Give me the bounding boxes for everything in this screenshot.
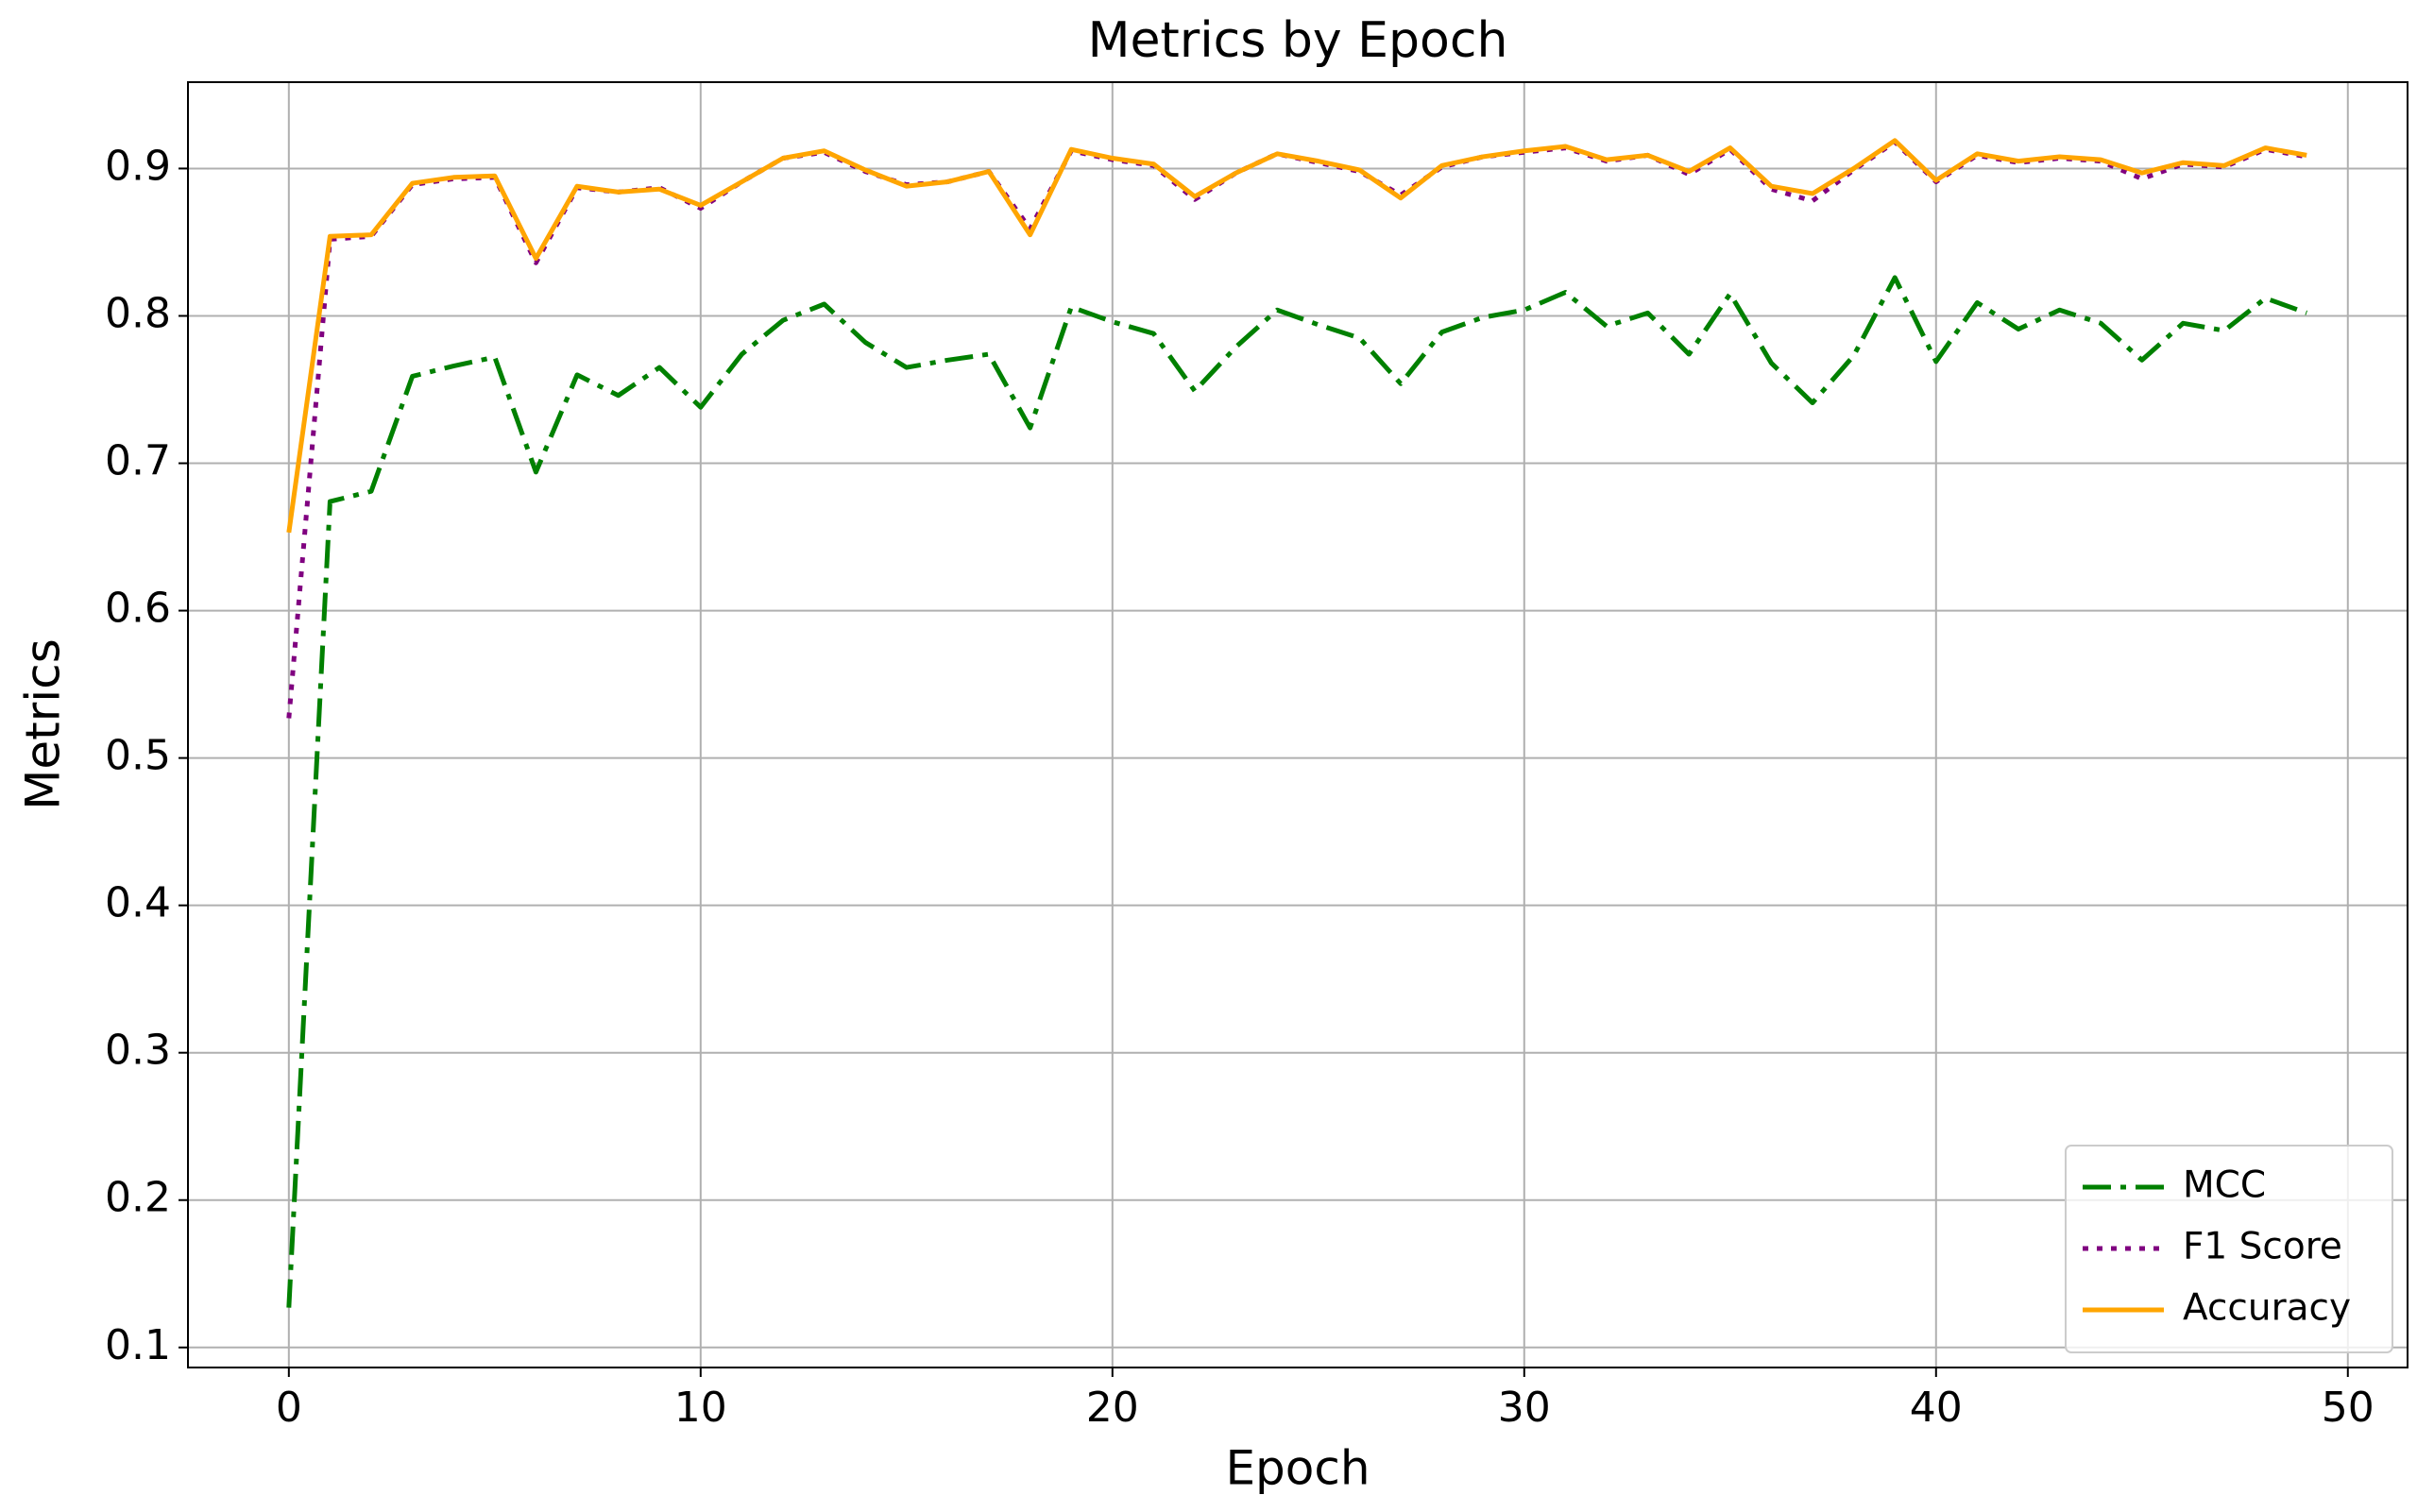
x-tick-label: 50 [2322,1384,2374,1432]
x-tick-label: 30 [1498,1384,1551,1432]
y-tick-label: 0.2 [105,1174,171,1222]
plot-frame [187,81,2408,1368]
legend-label: F1 Score [2183,1226,2342,1268]
y-tick-label: 0.8 [105,289,171,337]
x-axis-label: Epoch [1225,1441,1370,1496]
y-tick-label: 0.5 [105,732,171,780]
y-tick-label: 0.4 [105,879,171,927]
chart-title: Metrics by Epoch [1088,12,1508,69]
x-tick-label: 0 [276,1384,302,1432]
legend-label: MCC [2183,1164,2266,1207]
x-tick-label: 40 [1910,1384,1963,1432]
x-tick-label: 10 [674,1384,727,1432]
x-tick-label: 20 [1086,1384,1139,1432]
line [286,138,2307,534]
y-tick-label: 0.6 [105,585,171,633]
line [286,139,2307,719]
y-axis-label: Metrics [16,638,71,810]
y-tick-label: 0.9 [105,142,171,190]
line [286,275,2308,1308]
legend-box [2065,1145,2393,1353]
y-tick-label: 0.1 [105,1321,171,1369]
legend-label: Accuracy [2183,1287,2351,1330]
y-tick-label: 0.3 [105,1027,171,1075]
y-tick-label: 0.7 [105,437,171,485]
